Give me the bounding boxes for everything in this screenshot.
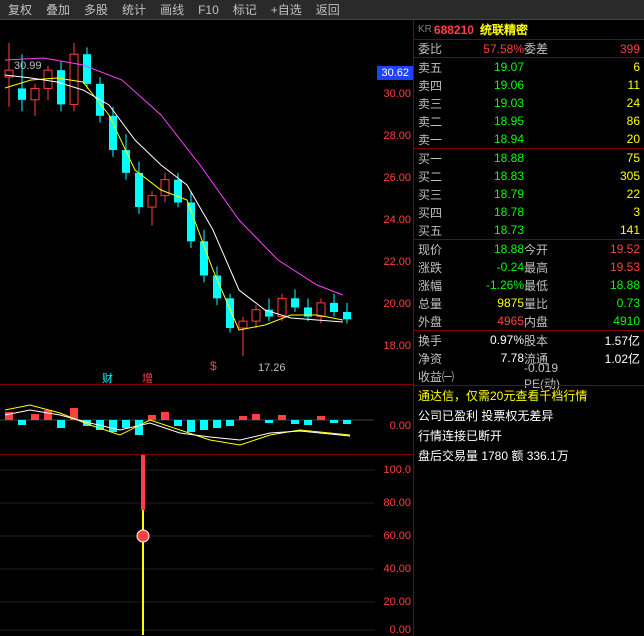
svg-text:$: $ xyxy=(210,359,217,373)
orderbook-row: 卖四19.0611 xyxy=(414,76,644,94)
toolbar-标记[interactable]: 标记 xyxy=(227,0,263,20)
message: 通达信，仅需20元查看千档行情 xyxy=(414,386,644,406)
orderbook-row: 买三18.7922 xyxy=(414,185,644,203)
toolbar: 复权叠加多股统计画线F10标记+自选返回 xyxy=(0,0,644,20)
toolbar-画线[interactable]: 画线 xyxy=(154,0,190,20)
weibi-row: 委比 57.58% 委差 399 xyxy=(414,40,644,58)
orderbook-row: 买一18.8875 xyxy=(414,149,644,167)
message: 公司已盈利 投票权无差异 xyxy=(414,406,644,426)
toolbar-统计[interactable]: 统计 xyxy=(116,0,152,20)
stat-row: 换手0.97%股本1.57亿 xyxy=(414,331,644,349)
kr-badge: KR xyxy=(418,24,432,35)
toolbar-多股[interactable]: 多股 xyxy=(78,0,114,20)
stat-row: 涨跌-0.24最高19.53 xyxy=(414,258,644,276)
high-annotation: 30.99 xyxy=(14,60,42,72)
stat-row: 现价18.88今开19.52 xyxy=(414,240,644,258)
volume-chart[interactable]: 100.080.0060.0040.0020.000.00 xyxy=(0,455,413,635)
orderbook-row: 买二18.83305 xyxy=(414,167,644,185)
stat-row: 收益㈠-0.019 PE(动) xyxy=(414,367,644,385)
toolbar-复权[interactable]: 复权 xyxy=(2,0,38,20)
low-annotation: 17.26 xyxy=(258,362,286,374)
orderbook-row: 卖二18.9586 xyxy=(414,112,644,130)
orderbook-row: 卖一18.9420 xyxy=(414,130,644,148)
message: 盘后交易量 1780 额 336.1万 xyxy=(414,446,644,466)
orderbook-row: 卖五19.076 xyxy=(414,58,644,76)
orderbook-row: 买五18.73141 xyxy=(414,221,644,239)
toolbar-+自选[interactable]: +自选 xyxy=(265,0,308,20)
toolbar-叠加[interactable]: 叠加 xyxy=(40,0,76,20)
stat-row: 涨幅-1.26%最低18.88 xyxy=(414,276,644,294)
candlestick-chart[interactable]: $ 30.0028.0026.0024.0022.0020.0018.00 30… xyxy=(0,20,413,385)
quote-panel: KR 688210 统联精密 委比 57.58% 委差 399 卖五19.076… xyxy=(414,20,644,636)
toolbar-F10[interactable]: F10 xyxy=(192,1,225,19)
toolbar-返回[interactable]: 返回 xyxy=(310,0,346,20)
marker-zeng: 增 xyxy=(142,370,153,386)
stock-name: 统联精密 xyxy=(480,21,528,38)
indicator-chart[interactable]: 0.00 xyxy=(0,385,413,455)
orderbook-row: 买四18.783 xyxy=(414,203,644,221)
stat-row: 外盘4965内盘4910 xyxy=(414,312,644,330)
stat-row: 总量9875量比0.73 xyxy=(414,294,644,312)
marker-cai: 财 xyxy=(102,370,113,386)
message: 行情连接已断开 xyxy=(414,426,644,446)
stock-header: KR 688210 统联精密 xyxy=(414,20,644,40)
orderbook-row: 卖三19.0324 xyxy=(414,94,644,112)
price-tag: 30.62 xyxy=(377,66,413,80)
stock-code: 688210 xyxy=(434,23,474,37)
